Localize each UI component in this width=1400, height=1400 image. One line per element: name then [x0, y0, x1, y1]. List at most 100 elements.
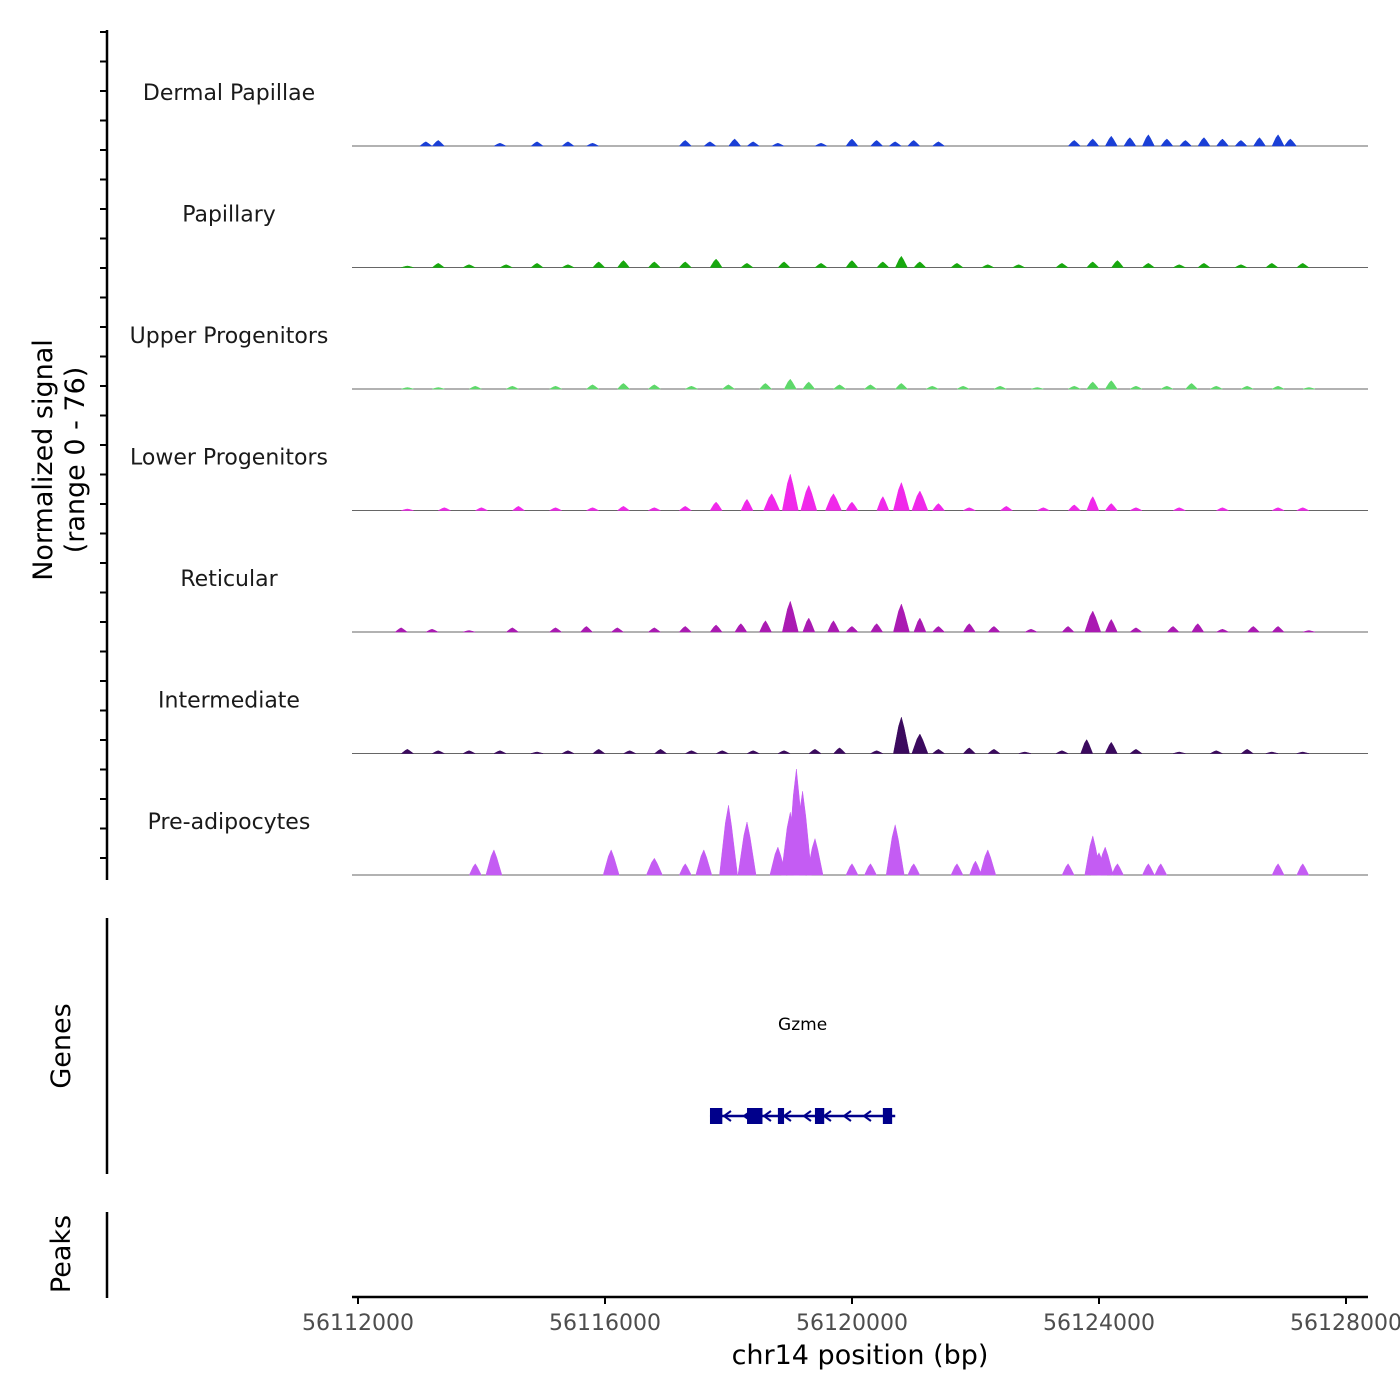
- signal-peak: [1216, 507, 1229, 511]
- signal-peak: [716, 750, 729, 754]
- signal-peak: [931, 749, 946, 754]
- signal-peak: [907, 140, 921, 147]
- signal-peak: [1166, 626, 1180, 633]
- signal-peak: [505, 627, 520, 633]
- signal-peak: [1296, 751, 1309, 754]
- signal-peak: [468, 863, 482, 876]
- signal-peak: [833, 747, 847, 754]
- signal-peak: [747, 750, 760, 754]
- signal-peak: [1080, 739, 1094, 754]
- signal-peak: [493, 750, 507, 754]
- signal-peak: [1104, 618, 1118, 633]
- signal-peak: [1111, 863, 1124, 876]
- signal-peak: [1265, 263, 1279, 268]
- signal-peak: [845, 626, 859, 633]
- signal-peak: [893, 603, 910, 633]
- track-label: Papillary: [182, 203, 276, 228]
- signal-peak: [913, 261, 927, 268]
- signal-peak: [1055, 750, 1069, 754]
- signal-peak: [1210, 385, 1223, 390]
- signal-peak: [931, 141, 946, 147]
- signal-peak: [531, 751, 544, 754]
- x-axis-title: chr14 position (bp): [732, 1340, 989, 1371]
- signal-peak: [561, 141, 575, 147]
- signal-peak: [962, 623, 976, 633]
- signal-peak: [401, 265, 414, 268]
- signal-peak: [500, 264, 513, 268]
- signal-peak: [1160, 138, 1174, 147]
- signal-peak: [746, 141, 760, 147]
- signal-peak: [1173, 264, 1186, 268]
- signal-peak: [814, 142, 828, 147]
- signal-peak: [592, 749, 606, 754]
- signal-peak: [740, 498, 754, 511]
- signal-peak: [1234, 264, 1248, 268]
- signal-peak: [1296, 263, 1310, 268]
- signal-peak: [703, 141, 717, 147]
- signal-peak: [957, 385, 970, 390]
- signal-peak: [1302, 387, 1316, 390]
- signal-peak: [610, 627, 625, 633]
- signal-peak: [777, 750, 791, 754]
- signal-peak: [1173, 507, 1186, 511]
- signal-peak: [1271, 626, 1285, 633]
- signal-peak: [1142, 863, 1155, 876]
- signal-peak: [1018, 751, 1031, 754]
- gene-exon: [882, 1108, 893, 1124]
- signal-peak: [781, 473, 799, 511]
- signal-peak: [870, 623, 884, 633]
- signal-peak: [1129, 749, 1143, 754]
- signal-peak: [845, 863, 859, 876]
- signal-peak: [678, 261, 692, 268]
- signal-peak: [827, 620, 840, 633]
- signal-peak: [548, 627, 563, 633]
- signal-peak: [1283, 138, 1297, 147]
- signal-peak: [616, 506, 631, 511]
- signal-peak: [401, 508, 414, 511]
- signal-peak: [616, 383, 631, 390]
- signal-tracks: Dermal Papillae Papillary Upper Progenitor…: [130, 81, 1368, 876]
- strand-arrow: [762, 1110, 772, 1122]
- genes-panel-label: Genes: [46, 1003, 77, 1088]
- signal-peak: [1271, 507, 1285, 511]
- signal-peak: [999, 506, 1014, 511]
- signal-peak: [987, 626, 1001, 633]
- signal-peak: [781, 600, 799, 633]
- y-axis-title-line2: (range 0 - 76): [60, 367, 91, 554]
- signal-peak: [800, 484, 818, 511]
- signal-peak: [737, 821, 757, 876]
- signal-peak: [1068, 385, 1081, 390]
- signal-peak: [802, 381, 816, 390]
- signal-peak: [1210, 750, 1223, 754]
- signal-peak: [763, 493, 781, 511]
- signal-peak: [893, 481, 910, 511]
- signal-peak: [845, 501, 859, 511]
- signal-peak: [646, 857, 663, 876]
- signal-peak: [1024, 628, 1038, 633]
- signal-peak: [1086, 381, 1100, 390]
- signal-peak: [1253, 137, 1266, 147]
- signal-peak: [845, 260, 859, 268]
- signal-peak: [425, 628, 439, 633]
- signal-peak: [438, 507, 451, 511]
- signal-peak: [401, 387, 414, 390]
- signal-peak: [493, 142, 507, 147]
- signal-peak: [394, 627, 408, 633]
- signal-peak: [950, 863, 964, 876]
- signal-peak: [463, 630, 476, 633]
- signal-peak: [653, 749, 668, 754]
- signal-peak: [400, 749, 415, 754]
- signal-peak: [895, 255, 908, 268]
- signal-peak: [1104, 135, 1118, 147]
- signal-peak: [602, 849, 620, 876]
- signal-peak: [894, 383, 909, 390]
- signal-peak: [888, 141, 902, 147]
- signal-peak: [863, 384, 878, 390]
- signal-peak: [963, 507, 976, 511]
- strand-arrow: [802, 1110, 812, 1122]
- signal-peak: [695, 849, 713, 876]
- signal-peak: [592, 261, 606, 268]
- signal-peak: [1061, 863, 1075, 876]
- y-axis-title-line1: Normalized signal: [28, 339, 59, 581]
- signal-peak: [511, 506, 526, 511]
